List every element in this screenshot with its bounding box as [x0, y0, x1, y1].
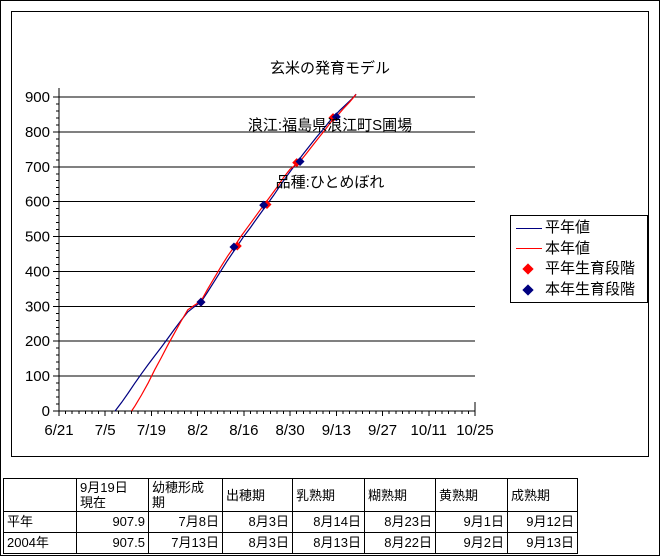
- table-header-text: 9月19日: [80, 480, 128, 495]
- table-header-cell: 成熟期: [507, 478, 578, 512]
- legend-label: 本年生育段階: [545, 280, 636, 298]
- stage-table: 9月19日 現在 幼穂形成期出穂期 乳熟期 糊熟期 黄熟期 成熟期 平年 907.9 7月8日 8月…: [3, 478, 578, 554]
- table-header-cell: 9月19日 現在: [76, 478, 149, 512]
- x-tick-label: 7/19: [137, 422, 166, 439]
- table-cell: 8月22日: [364, 532, 436, 554]
- table-row: 平年 907.9 7月8日 8月3日 8月14日 8月23日 9月1日 9月12日: [3, 511, 578, 533]
- y-tick-label: 900: [25, 89, 50, 106]
- series-marker-diamond: [229, 242, 239, 252]
- table-header-text: 成熟期: [511, 487, 551, 503]
- x-tick-label: 10/25: [456, 422, 494, 439]
- y-tick-label: 100: [25, 368, 50, 385]
- table-row: 2004年 907.5 7月13日 8月3日 8月13日 8月22日 9月2日 9月13日: [3, 532, 578, 554]
- y-tick-label: 700: [25, 159, 50, 176]
- table-header-text: 幼穂形成: [152, 480, 205, 495]
- table-header-text: 出穂期: [226, 487, 266, 503]
- legend-diamond-swatch-icon: [511, 284, 545, 296]
- y-tick-label: 0: [42, 403, 50, 420]
- x-tick-label: 9/27: [368, 422, 397, 439]
- table-header-cell: 乳熟期: [292, 478, 365, 512]
- x-tick-label: 8/16: [229, 422, 258, 439]
- chart-title-line-1: 玄米の発育モデル: [269, 60, 390, 77]
- legend-entry-3: 本年生育段階: [511, 280, 647, 300]
- legend-label: 平年生育段階: [545, 260, 636, 278]
- table-cell: 9月1日: [435, 511, 508, 533]
- y-tick-label: 500: [25, 229, 50, 246]
- table-cell: 9月2日: [435, 532, 508, 554]
- table-header-cell: 幼穂形成期: [148, 478, 223, 512]
- diamond-sample-icon: [522, 284, 534, 296]
- table-row-label: 平年: [3, 511, 77, 533]
- table-cell: 907.5: [76, 532, 149, 554]
- y-tick-label: 400: [25, 263, 50, 280]
- legend: 平年値本年値平年生育段階 本年生育段階: [510, 215, 648, 303]
- x-tick-label: 6/21: [44, 422, 73, 439]
- x-tick-label: 8/2: [187, 422, 208, 439]
- series-marker-diamond: [259, 200, 269, 210]
- y-tick-label: 600: [25, 194, 50, 211]
- legend-diamond-swatch-icon: [511, 263, 545, 275]
- y-tick-label: 300: [25, 298, 50, 315]
- table-cell: 7月8日: [148, 511, 223, 533]
- line-sample-icon: [516, 248, 542, 250]
- legend-line-swatch-icon: [511, 227, 545, 229]
- table-cell: 9月13日: [507, 532, 578, 554]
- series-marker-diamond: [196, 297, 206, 307]
- table-row-label: 2004年: [3, 532, 77, 554]
- table-header-cell: 出穂期: [222, 478, 293, 512]
- table-cell: 8月3日: [222, 532, 293, 554]
- x-tick-label: 9/13: [322, 422, 351, 439]
- series-line: [114, 93, 357, 412]
- y-tick-label: 200: [25, 333, 50, 350]
- line-sample-icon: [516, 227, 542, 229]
- x-tick-label: 10/11: [411, 422, 447, 439]
- table-header-text: 糊熟期: [368, 487, 408, 503]
- chart-area: 0 100 200 300 400 500 600 700 800 900 6/21 7/5 7/19 8…: [11, 11, 649, 457]
- legend-entry-2: 平年生育段階: [511, 259, 647, 279]
- legend-label: 平年値: [545, 219, 591, 237]
- chart-title-line-2: 浪江:福島県浪江町S圃場: [247, 117, 413, 134]
- table-cell: 8月14日: [292, 511, 365, 533]
- plot-svg: 0 100 200 300 400 500 600 700 800 900 6/21 7/5 7/19 8…: [25, 88, 494, 439]
- legend-entry-1: 本年値: [511, 239, 647, 259]
- legend-line-swatch-icon: [511, 248, 545, 250]
- table-header-cell: 糊熟期: [364, 478, 436, 512]
- table-header-text: 黄熟期: [439, 487, 479, 503]
- table-header-cell: [3, 478, 77, 512]
- table-header-cell: 黄熟期: [435, 478, 508, 512]
- series-marker-diamond: [295, 157, 305, 167]
- table-header-row: 9月19日 現在 幼穂形成期出穂期 乳熟期 糊熟期 黄熟期 成熟期: [3, 478, 578, 512]
- y-tick-label: 800: [25, 124, 50, 141]
- legend-label: 本年値: [545, 239, 591, 257]
- table-header-text: 現在: [80, 495, 107, 510]
- table-cell: 8月23日: [364, 511, 436, 533]
- x-tick-label: 7/5: [95, 422, 116, 439]
- series-marker-diamond: [331, 112, 341, 122]
- x-tick-label: 8/30: [276, 422, 305, 439]
- table-cell: 9月12日: [507, 511, 578, 533]
- chart-title-line-3: 品種:ひとめぼれ: [275, 174, 385, 191]
- diamond-sample-icon: [522, 263, 534, 275]
- table-header-text: 期: [152, 495, 166, 510]
- chart-title: 玄米の発育モデル 浪江:福島県浪江町S圃場 品種:ひとめぼれ: [12, 21, 648, 230]
- table-cell: 7月13日: [148, 532, 223, 554]
- table-cell: 907.9: [76, 511, 149, 533]
- table-header-text: 乳熟期: [296, 487, 336, 503]
- series-line: [131, 94, 357, 412]
- table-cell: 8月13日: [292, 532, 365, 554]
- table-cell: 8月3日: [222, 511, 293, 533]
- legend-entry-0: 平年値: [511, 218, 647, 238]
